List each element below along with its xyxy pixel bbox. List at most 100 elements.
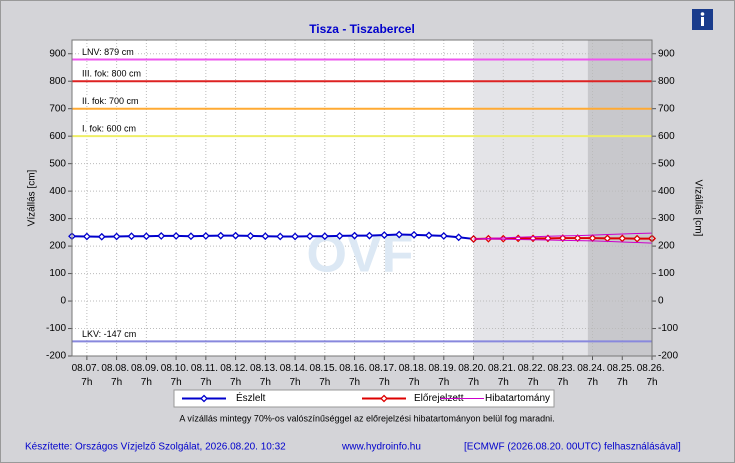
point-marker [82, 232, 91, 241]
info-icon-stem[interactable] [701, 17, 704, 26]
y-tick-label: 0 [60, 296, 66, 307]
point-marker [365, 231, 374, 240]
x-tick-label: 08.09. 7h [131, 363, 162, 388]
series-line [473, 232, 653, 240]
y-axis-label: Vízállás [cm] [27, 169, 38, 226]
point-marker [246, 232, 255, 240]
point-marker [320, 232, 329, 241]
threshold-label: LNV: 879 cm [82, 47, 134, 57]
chart-title: Tisza - Tiszabercel [309, 22, 415, 36]
y-tick-label: 500 [49, 158, 66, 169]
plot-frame [71, 39, 653, 357]
y2-tick-label: 600 [658, 131, 675, 142]
point-marker [469, 235, 478, 243]
point-marker [454, 233, 463, 242]
x-tick-label: 08.24. 7h [577, 363, 608, 388]
legend-label: Hibatartomány [485, 393, 550, 404]
x-tick-label: 08.22. 7h [518, 363, 549, 388]
y-tick-label: 700 [49, 103, 66, 114]
point-marker [395, 230, 404, 239]
x-tick-label: 08.07. 7h [72, 363, 103, 388]
y2-tick-label: 0 [658, 296, 664, 307]
x-tick-label: 08.20. 7h [458, 363, 489, 388]
x-tick-label: 08.18. 7h [399, 363, 430, 388]
threshold-label: II. fok: 700 cm [82, 96, 139, 106]
series-line [71, 233, 474, 240]
point-marker [618, 234, 627, 243]
point-marker [97, 232, 106, 241]
legend-label: Előrejelzett [414, 393, 464, 404]
point-marker [306, 232, 314, 241]
x-tick-label: 08.19. 7h [428, 363, 459, 388]
y2-axis-label: Vízállás [cm] [692, 180, 703, 237]
y2-tick-label: 300 [658, 213, 675, 224]
y-tick-label: -100 [46, 323, 66, 334]
shaded-region [587, 40, 652, 356]
y2-tick-label: 700 [658, 103, 675, 114]
x-tick-label: 08.14. 7h [280, 363, 311, 388]
threshold-label: I. fok: 600 cm [82, 124, 136, 134]
x-tick-label: 08.21. 7h [488, 363, 519, 388]
point-marker [439, 232, 448, 240]
point-marker [425, 231, 433, 240]
point-marker [573, 234, 582, 243]
x-tick-label: 08.26. 7h [637, 363, 668, 388]
x-tick-label: 08.12. 7h [220, 363, 251, 388]
point-marker [410, 230, 418, 239]
point-marker [558, 234, 567, 243]
y2-tick-label: 200 [658, 241, 675, 252]
point-marker [112, 232, 121, 241]
y-tick-label: 600 [49, 131, 66, 142]
y-tick-label: 400 [49, 186, 66, 197]
point-marker [172, 232, 181, 240]
point-marker [142, 232, 151, 241]
note: A vízállás mintegy 70%-os valószínűségge… [179, 413, 554, 423]
legend-marker [380, 394, 388, 403]
y2-tick-label: -200 [658, 351, 678, 362]
point-marker [276, 232, 285, 241]
threshold-label-bg [80, 123, 139, 134]
point-marker [187, 232, 195, 241]
threshold-label-bg [80, 96, 141, 107]
y2-tick-label: 900 [658, 48, 675, 59]
x-tick-label: 08.25. 7h [607, 363, 638, 388]
x-tick-label: 08.16. 7h [339, 363, 370, 388]
point-marker [380, 231, 389, 240]
x-tick-label: 08.10. 7h [161, 363, 192, 388]
point-marker [291, 232, 299, 241]
footer-center: www.hydroinfo.hu [341, 442, 421, 453]
y-tick-label: -200 [46, 351, 66, 362]
point-marker [350, 231, 359, 240]
point-marker [633, 234, 642, 243]
info-icon-dot[interactable] [700, 12, 705, 16]
y2-tick-label: -100 [658, 323, 678, 334]
point-marker [261, 232, 270, 241]
y2-tick-label: 100 [658, 268, 675, 279]
x-tick-label: 08.17. 7h [369, 363, 400, 388]
y-tick-label: 900 [49, 48, 66, 59]
threshold-label-bg [80, 68, 144, 79]
legend-marker [200, 394, 208, 403]
footer-left: Készítette: Országos Vízjelző Szolgálat,… [25, 442, 286, 453]
y2-tick-label: 400 [658, 186, 675, 197]
y-tick-label: 800 [49, 76, 66, 87]
shaded-region [473, 40, 588, 356]
point-marker [335, 232, 344, 240]
x-tick-label: 08.11. 7h [191, 363, 221, 388]
threshold-label: III. fok: 800 cm [82, 69, 141, 79]
threshold-label: LKV: -147 cm [82, 329, 136, 339]
point-marker [127, 232, 136, 241]
point-marker [157, 232, 166, 240]
y2-tick-label: 500 [658, 158, 675, 169]
series-line [473, 238, 653, 244]
y-tick-label: 100 [49, 268, 66, 279]
legend-label: Észlelt [236, 391, 266, 404]
y-tick-label: 300 [49, 213, 66, 224]
y-tick-label: 200 [49, 241, 66, 252]
x-tick-label: 08.08. 7h [101, 363, 132, 388]
x-tick-label: 08.23. 7h [547, 363, 578, 388]
threshold-label-bg [80, 46, 136, 57]
info-icon[interactable] [692, 9, 713, 30]
x-tick-label: 08.15. 7h [310, 363, 341, 388]
